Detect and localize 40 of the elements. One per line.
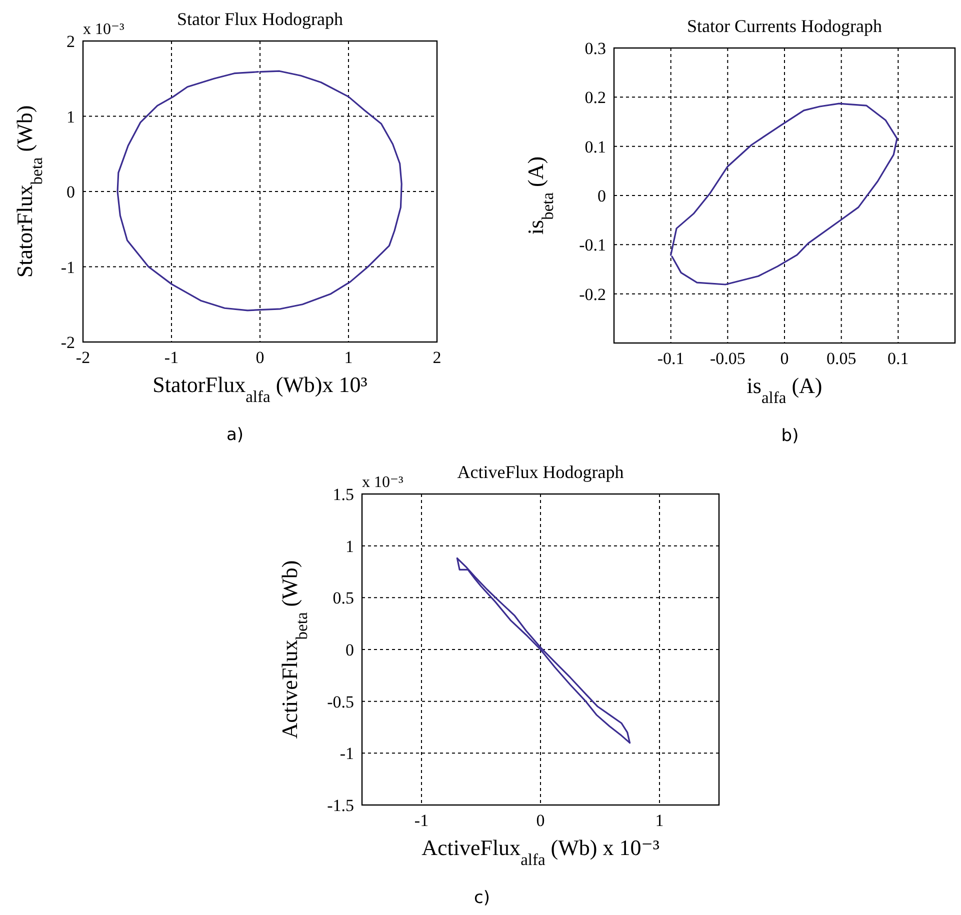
chart-title: ActiveFlux Hodograph bbox=[457, 462, 624, 482]
x-tick-label: 2 bbox=[432, 348, 442, 367]
y-tick-label: 1.5 bbox=[332, 485, 354, 504]
x-axis-title: ActiveFlux$_{alfa}$ (Wb) x 10⁻³ bbox=[422, 835, 660, 868]
y-tick-label: 2 bbox=[66, 32, 75, 51]
x-tick-label: -1 bbox=[164, 348, 179, 367]
y-tick-label: 1 bbox=[346, 536, 354, 556]
y-tick-label: -0.2 bbox=[579, 284, 606, 304]
x-tick-label: 0 bbox=[780, 349, 789, 368]
y-tick-label: -1 bbox=[60, 258, 75, 277]
chart-title: Stator Flux Hodograph bbox=[177, 9, 343, 29]
chart-title: Stator Currents Hodograph bbox=[687, 16, 882, 36]
y-tick-label: -0.1 bbox=[579, 236, 606, 255]
x-tick-label: -0.1 bbox=[657, 349, 684, 368]
y-tick-label: -1.5 bbox=[327, 796, 354, 815]
y-tick-label: -2 bbox=[60, 333, 75, 352]
x-tick-label: -1 bbox=[414, 811, 429, 830]
y-tick-label: 0 bbox=[66, 182, 75, 202]
y-tick-label: -0.5 bbox=[327, 692, 354, 712]
y-tick-label: 0.1 bbox=[584, 137, 606, 156]
text: b) bbox=[781, 426, 799, 446]
text: x 10⁻³ bbox=[362, 474, 404, 491]
x-tick-label: 0 bbox=[536, 811, 545, 830]
x-tick-label: 1 bbox=[655, 811, 664, 830]
y-tick-label: 0 bbox=[598, 186, 606, 206]
text: a) bbox=[226, 425, 244, 445]
x-axis-title: StatorFlux$_{alfa}$ (Wb)x 10³ bbox=[152, 372, 368, 406]
x-axis-title: is$_{alfa}$ (A) bbox=[746, 373, 822, 406]
text: x 10⁻³ bbox=[83, 21, 124, 38]
x-tick-label: -0.05 bbox=[710, 349, 746, 368]
y-tick-label: -1 bbox=[340, 744, 354, 764]
x-tick-label: 0.1 bbox=[888, 349, 909, 368]
x-tick-label: 0.05 bbox=[826, 349, 856, 368]
y-tick-label: 1 bbox=[66, 107, 75, 126]
y-tick-label: 0 bbox=[346, 640, 354, 660]
y-tick-label: 0.2 bbox=[584, 88, 606, 108]
text: c) bbox=[474, 888, 490, 908]
y-tick-label: 0.3 bbox=[584, 39, 606, 58]
y-tick-label: 0.5 bbox=[332, 588, 354, 608]
x-tick-label: 0 bbox=[256, 348, 264, 367]
